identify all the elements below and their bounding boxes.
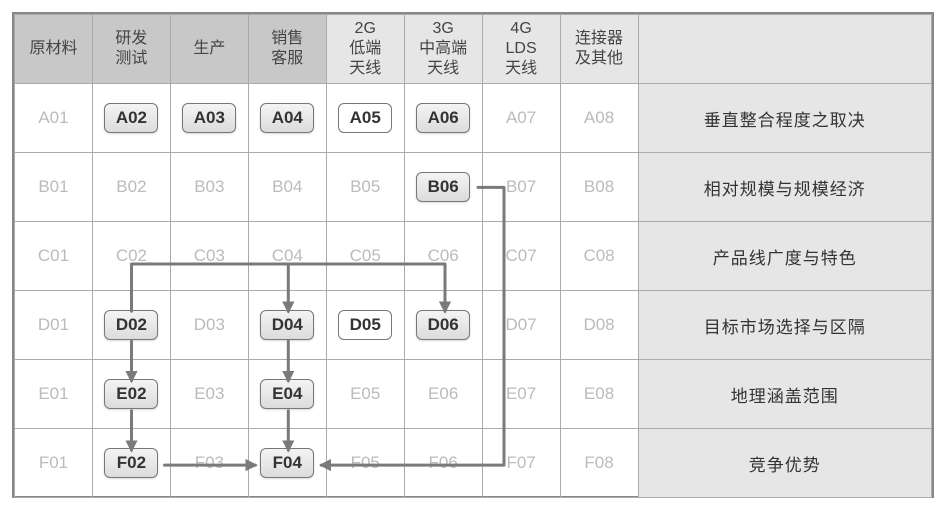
cell-A03: A03: [170, 84, 248, 153]
header-c2: 生产: [170, 15, 248, 84]
cell-C01: C01: [15, 222, 93, 291]
cell-A07: A07: [482, 84, 560, 153]
pill-D06: D06: [416, 310, 470, 340]
pill-E04: E04: [260, 379, 314, 409]
cell-C08: C08: [560, 222, 638, 291]
cell-F04: F04: [248, 429, 326, 498]
row-label-1: 相对规模与规模经济: [638, 153, 932, 222]
cell-D07: D07: [482, 291, 560, 360]
pill-A04: A04: [260, 103, 314, 133]
header-c0: 原材料: [15, 15, 93, 84]
header-c6: 4GLDS天线: [482, 15, 560, 84]
cell-E01: E01: [15, 360, 93, 429]
cell-F07: F07: [482, 429, 560, 498]
row-label-2: 产品线广度与特色: [638, 222, 932, 291]
cell-B02: B02: [92, 153, 170, 222]
cell-A08: A08: [560, 84, 638, 153]
cell-F06: F06: [404, 429, 482, 498]
matrix-diagram: 原材料 研发测试 生产 销售客服 2G低端天线 3G中高端天线 4GLDS天线 …: [12, 12, 934, 498]
cell-F02: F02: [92, 429, 170, 498]
pill-F02: F02: [104, 448, 158, 478]
cell-C02: C02: [92, 222, 170, 291]
pill-A03: A03: [182, 103, 236, 133]
row-label-5: 竞争优势: [638, 429, 932, 498]
pill-D05: D05: [338, 310, 392, 340]
pill-F04: F04: [260, 448, 314, 478]
header-c8: [638, 15, 932, 84]
cell-B04: B04: [248, 153, 326, 222]
cell-F01: F01: [15, 429, 93, 498]
cell-C03: C03: [170, 222, 248, 291]
cell-F03: F03: [170, 429, 248, 498]
cell-F05: F05: [326, 429, 404, 498]
cell-C04: C04: [248, 222, 326, 291]
cell-D06: D06: [404, 291, 482, 360]
pill-D04: D04: [260, 310, 314, 340]
cell-E08: E08: [560, 360, 638, 429]
header-c1: 研发测试: [92, 15, 170, 84]
cell-B08: B08: [560, 153, 638, 222]
cell-D02: D02: [92, 291, 170, 360]
header-c5: 3G中高端天线: [404, 15, 482, 84]
pill-A05: A05: [338, 103, 392, 133]
cell-E05: E05: [326, 360, 404, 429]
cell-A02: A02: [92, 84, 170, 153]
cell-B05: B05: [326, 153, 404, 222]
pill-A02: A02: [104, 103, 158, 133]
cell-C07: C07: [482, 222, 560, 291]
cell-E04: E04: [248, 360, 326, 429]
cell-D01: D01: [15, 291, 93, 360]
cell-D08: D08: [560, 291, 638, 360]
cell-C05: C05: [326, 222, 404, 291]
cell-E06: E06: [404, 360, 482, 429]
cell-C06: C06: [404, 222, 482, 291]
row-label-3: 目标市场选择与区隔: [638, 291, 932, 360]
cell-A04: A04: [248, 84, 326, 153]
cell-D05: D05: [326, 291, 404, 360]
pill-A06: A06: [416, 103, 470, 133]
pill-D02: D02: [104, 310, 158, 340]
cell-B01: B01: [15, 153, 93, 222]
cell-B03: B03: [170, 153, 248, 222]
cell-B07: B07: [482, 153, 560, 222]
cell-D04: D04: [248, 291, 326, 360]
cell-D03: D03: [170, 291, 248, 360]
header-c4: 2G低端天线: [326, 15, 404, 84]
cell-A05: A05: [326, 84, 404, 153]
cell-E02: E02: [92, 360, 170, 429]
header-c7: 连接器及其他: [560, 15, 638, 84]
cell-B06: B06: [404, 153, 482, 222]
cell-F08: F08: [560, 429, 638, 498]
pill-B06: B06: [416, 172, 470, 202]
cell-A01: A01: [15, 84, 93, 153]
header-c3: 销售客服: [248, 15, 326, 84]
cell-E03: E03: [170, 360, 248, 429]
cell-E07: E07: [482, 360, 560, 429]
row-label-4: 地理涵盖范围: [638, 360, 932, 429]
pill-E02: E02: [104, 379, 158, 409]
row-label-0: 垂直整合程度之取决: [638, 84, 932, 153]
matrix-table: 原材料 研发测试 生产 销售客服 2G低端天线 3G中高端天线 4GLDS天线 …: [14, 14, 932, 498]
cell-A06: A06: [404, 84, 482, 153]
